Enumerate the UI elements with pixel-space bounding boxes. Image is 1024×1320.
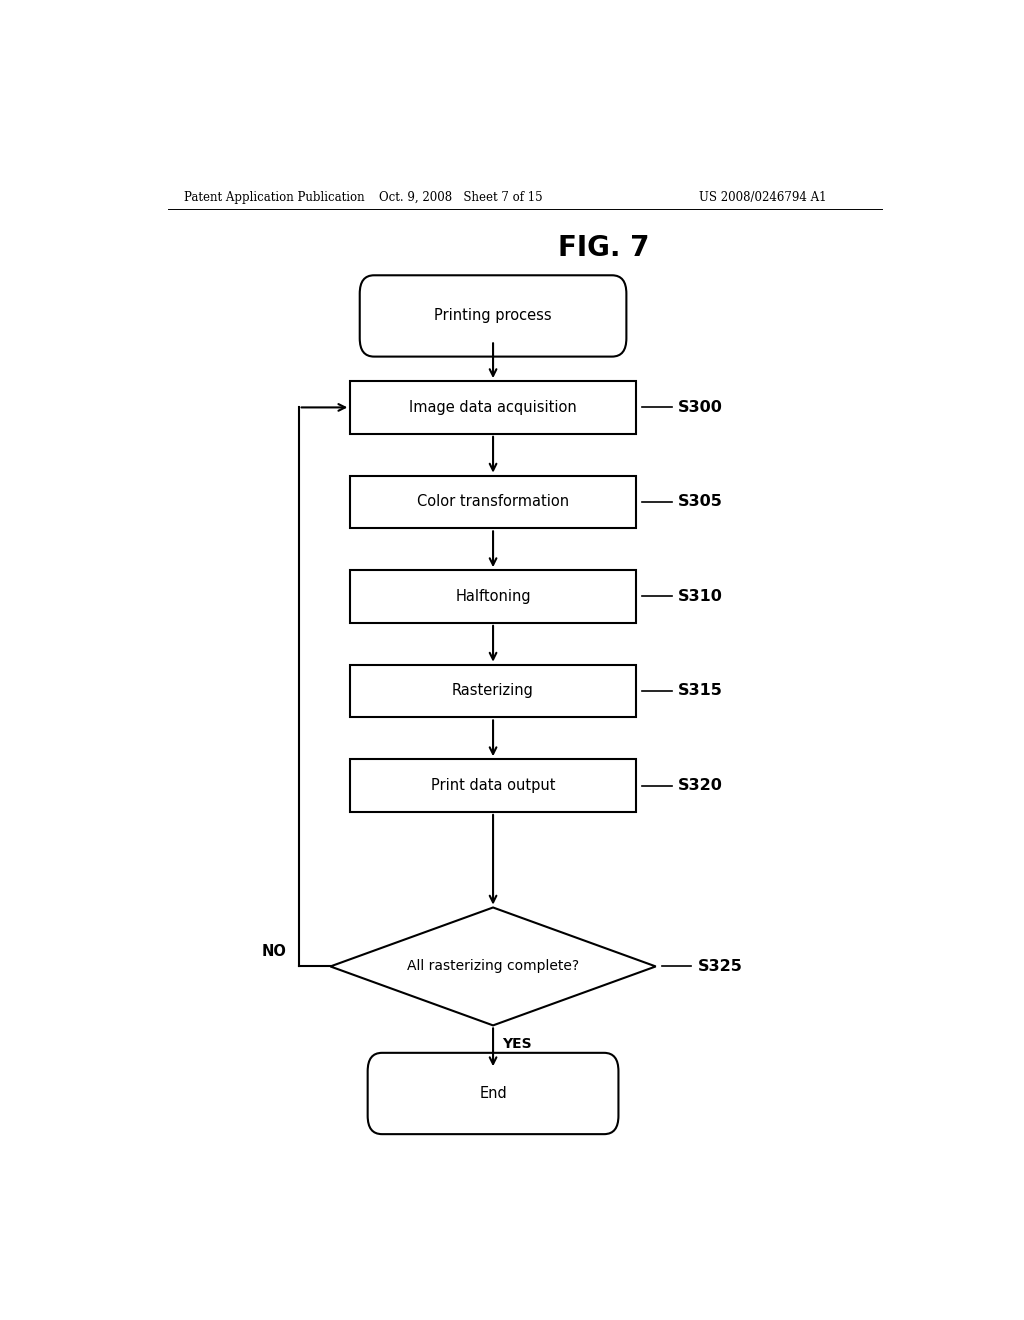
FancyBboxPatch shape <box>350 381 636 434</box>
Text: End: End <box>479 1086 507 1101</box>
Text: Halftoning: Halftoning <box>456 589 530 605</box>
Polygon shape <box>331 907 655 1026</box>
Text: Print data output: Print data output <box>431 777 555 793</box>
Text: All rasterizing complete?: All rasterizing complete? <box>407 960 580 973</box>
FancyBboxPatch shape <box>350 664 636 718</box>
FancyBboxPatch shape <box>359 276 627 356</box>
Text: S320: S320 <box>678 777 723 793</box>
Text: S325: S325 <box>697 958 742 974</box>
Text: S305: S305 <box>678 495 723 510</box>
Text: Color transformation: Color transformation <box>417 495 569 510</box>
Text: NO: NO <box>262 944 287 958</box>
Text: Image data acquisition: Image data acquisition <box>410 400 577 414</box>
Text: S310: S310 <box>678 589 723 605</box>
Text: FIG. 7: FIG. 7 <box>558 234 650 261</box>
Text: S315: S315 <box>678 684 723 698</box>
Text: YES: YES <box>503 1036 532 1051</box>
Text: Patent Application Publication: Patent Application Publication <box>183 190 365 203</box>
FancyBboxPatch shape <box>350 759 636 812</box>
FancyBboxPatch shape <box>368 1053 618 1134</box>
Text: Rasterizing: Rasterizing <box>453 684 534 698</box>
Text: Oct. 9, 2008   Sheet 7 of 15: Oct. 9, 2008 Sheet 7 of 15 <box>380 190 543 203</box>
Text: US 2008/0246794 A1: US 2008/0246794 A1 <box>699 190 826 203</box>
Text: Printing process: Printing process <box>434 309 552 323</box>
Text: S300: S300 <box>678 400 723 414</box>
FancyBboxPatch shape <box>350 475 636 528</box>
FancyBboxPatch shape <box>350 570 636 623</box>
